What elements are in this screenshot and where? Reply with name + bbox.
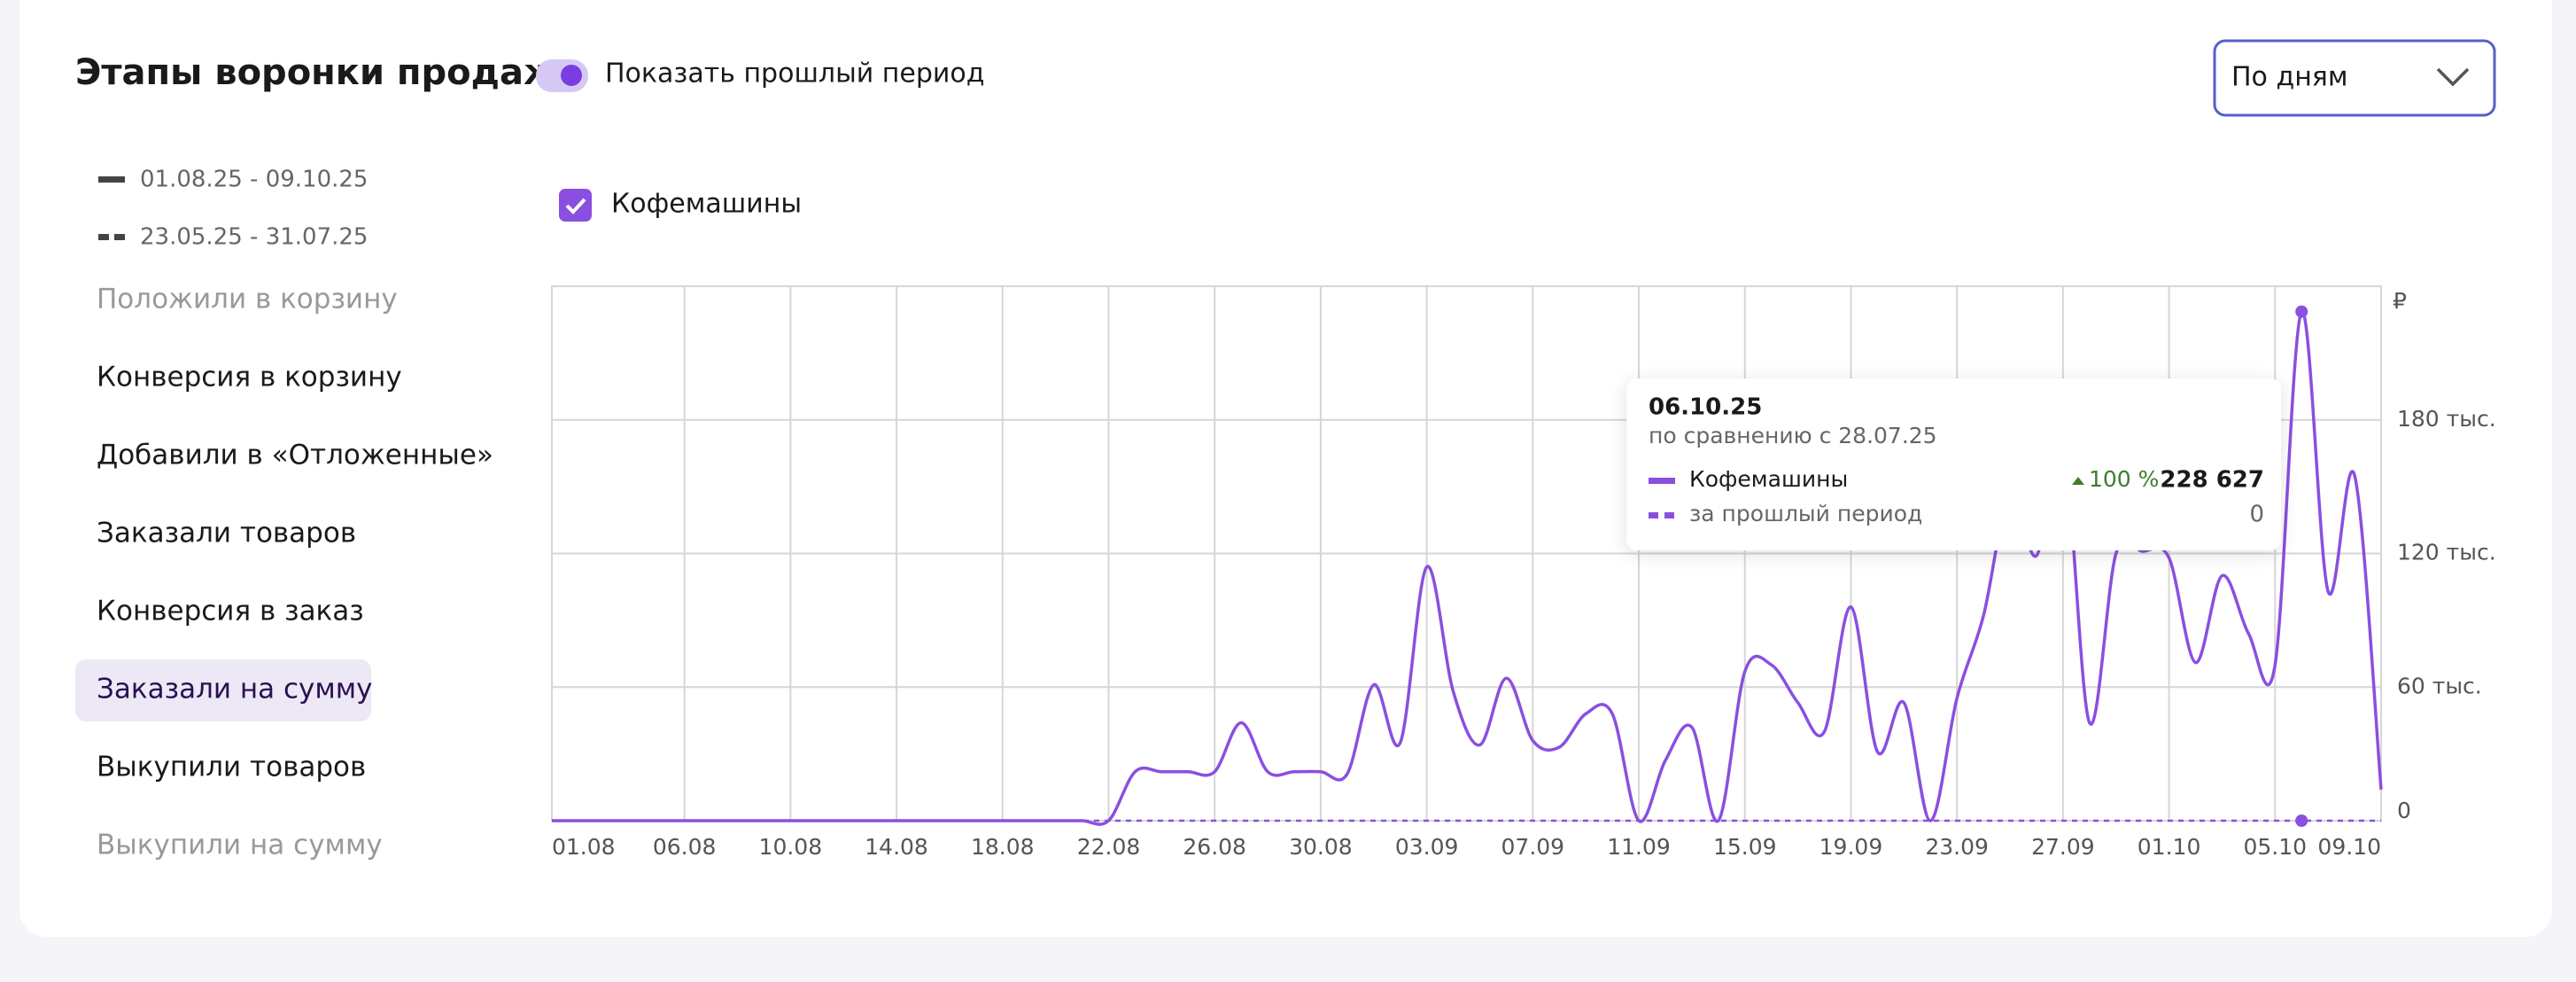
toggle-knob: [561, 65, 582, 86]
x-tick-label: 05.10: [2244, 834, 2308, 860]
legend-dash: [98, 234, 109, 240]
tooltip-date: 06.10.25: [1649, 394, 1762, 421]
menu-item[interactable]: Заказали на сумму: [97, 674, 373, 705]
legend-dash: [114, 234, 125, 240]
x-tick-label: 09.10: [2317, 834, 2381, 860]
tooltip-dash: [1664, 512, 1674, 518]
x-tick-label: 01.08: [552, 834, 616, 860]
y-tick-label: 120 тыс.: [2397, 540, 2496, 565]
menu-item[interactable]: Конверсия в заказ: [97, 596, 364, 627]
tooltip-prev-value: 0: [2249, 502, 2264, 528]
x-tick-label: 15.09: [1713, 834, 1777, 860]
tooltip-comparison: по сравнению с 28.07.25: [1649, 423, 1937, 448]
x-tick-label: 07.09: [1501, 834, 1565, 860]
x-tick-label: 03.09: [1395, 834, 1459, 860]
y-tick-label: 60 тыс.: [2397, 673, 2482, 698]
x-tick-label: 30.08: [1289, 834, 1353, 860]
x-tick-label: 10.08: [759, 834, 823, 860]
chevron: [2436, 67, 2470, 87]
x-tick-label: 06.08: [653, 834, 717, 860]
tooltip-line: [1649, 478, 1675, 484]
menu-item[interactable]: Заказали товаров: [97, 518, 356, 549]
hover-dot: [2295, 814, 2308, 827]
tooltip-change: 100 %: [2089, 466, 2159, 492]
check: [565, 198, 586, 214]
x-tick-label: 11.09: [1607, 834, 1671, 860]
menu-item[interactable]: Конверсия в корзину: [97, 362, 402, 394]
tooltip-series: Кофемашины: [1689, 466, 1848, 492]
title: Этапы воронки продаж: [75, 52, 559, 93]
x-tick-label: 27.09: [2031, 834, 2095, 860]
x-tick-label: 19.09: [1819, 834, 1883, 860]
legend-current: 01.08.25 - 09.10.25: [140, 167, 368, 193]
legend-previous: 23.05.25 - 31.07.25: [140, 224, 368, 251]
legend-solid: [98, 176, 125, 183]
hover-dot: [2295, 305, 2308, 318]
menu-item[interactable]: Выкупили на сумму: [97, 830, 383, 861]
tooltip-dash: [1649, 512, 1658, 518]
menu-item[interactable]: Добавили в «Отложенные»: [97, 440, 493, 472]
y-unit: ₽: [2393, 288, 2407, 314]
menu-item[interactable]: Положили в корзину: [97, 284, 398, 316]
x-tick-label: 18.08: [971, 834, 1035, 860]
toggle-label[interactable]: Показать прошлый период: [605, 58, 985, 90]
up-arrow: [2072, 477, 2084, 485]
tooltip-box: [1626, 378, 2281, 550]
menu-active-bg: [75, 659, 371, 721]
x-tick-label: 22.08: [1077, 834, 1141, 860]
tooltip-series: за прошлый период: [1689, 501, 1922, 526]
y-tick-label: 180 тыс.: [2397, 406, 2496, 432]
checkbox[interactable]: [559, 189, 592, 222]
card: [19, 0, 2552, 937]
x-tick-label: 23.09: [1925, 834, 1989, 860]
checkbox-label[interactable]: Кофемашины: [611, 189, 802, 220]
x-tick-label: 26.08: [1183, 834, 1246, 860]
x-tick-label: 14.08: [865, 834, 928, 860]
menu-item[interactable]: Выкупили товаров: [97, 752, 366, 783]
y-tick-label: 0: [2397, 798, 2411, 823]
x-tick-label: 01.10: [2138, 834, 2201, 860]
tooltip-value: 228 627: [2160, 467, 2264, 494]
dropdown[interactable]: [2213, 39, 2496, 117]
dropdown-value: По дням: [2231, 62, 2347, 93]
menu: Положили в корзину Конверсия в корзину Доб…: [75, 284, 493, 861]
